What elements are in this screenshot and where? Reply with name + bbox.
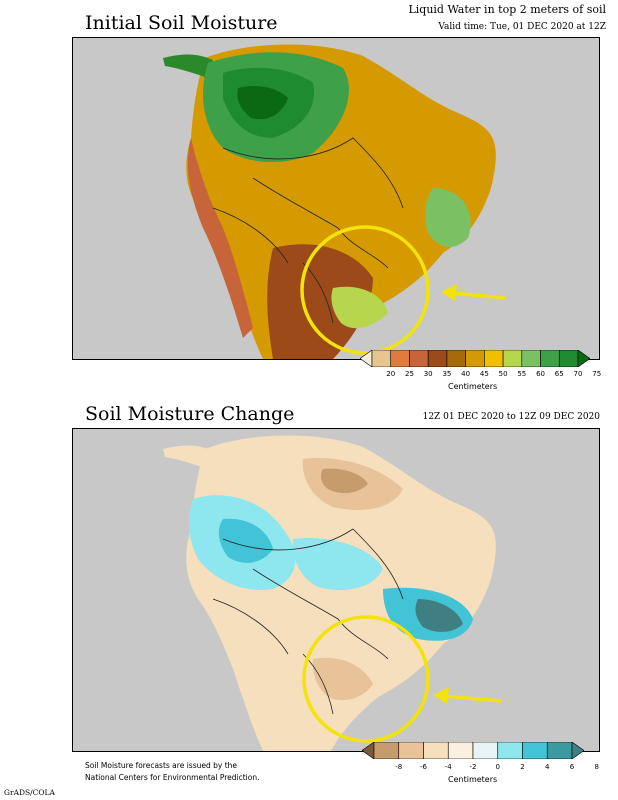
top-colorbar-tick-label: 20: [386, 370, 396, 378]
top-colorbar-tick-label: 45: [479, 370, 489, 378]
bottom-colorbar-segment: [423, 741, 449, 760]
top-panel-subtitle: Liquid Water in top 2 meters of soil: [408, 3, 606, 16]
highlight-circle: [300, 225, 430, 355]
bottom-colorbar: [361, 741, 585, 760]
central-america-landmass: [163, 54, 213, 78]
bottom-colorbar-unit: Centimeters: [448, 775, 498, 784]
forecast-note: Soil Moisture forecasts are issued by th…: [85, 760, 259, 784]
bottom-colorbar-ticks: -8 -6 -4 -2 0 2 4 6 8: [362, 763, 599, 773]
top-colorbar: [359, 349, 591, 368]
top-colorbar-segment: [521, 349, 541, 368]
top-colorbar-tick-label: 30: [423, 370, 433, 378]
forecast-note-line2: National Centers for Environmental Predi…: [85, 773, 260, 782]
bottom-colorbar-tick-label: -8: [395, 763, 403, 771]
forecast-note-line1: Soil Moisture forecasts are issued by th…: [85, 761, 237, 770]
top-colorbar-tick-label: 75: [592, 370, 602, 378]
top-colorbar-segment: [558, 349, 579, 368]
top-colorbar-unit: Centimeters: [448, 382, 498, 391]
bottom-colorbar-tick-label: -2: [469, 763, 477, 771]
top-colorbar-segment: [446, 349, 466, 368]
top-colorbar-segment: [502, 349, 523, 368]
initial-soil-moisture-map: [72, 37, 600, 360]
bottom-colorbar-segment: [497, 741, 523, 760]
bottom-colorbar-segment: [546, 741, 573, 760]
bottom-colorbar-tick-label: 6: [569, 763, 575, 771]
bottom-colorbar-segment: [522, 741, 548, 760]
bottom-panel-title: Soil Moisture Change: [85, 403, 295, 425]
bottom-colorbar-tick-label: 8: [594, 763, 599, 771]
top-colorbar-tick-label: 50: [498, 370, 508, 378]
bottom-colorbar-max-arrow: [571, 741, 585, 760]
top-panel-title: Initial Soil Moisture: [85, 12, 278, 34]
bottom-colorbar-tick-label: 2: [520, 763, 525, 771]
top-colorbar-tick-label: 25: [404, 370, 414, 378]
bottom-colorbar-segment: [373, 741, 400, 760]
top-colorbar-segment: [371, 349, 392, 368]
top-colorbar-tick-label: 70: [573, 370, 583, 378]
bottom-colorbar-min-arrow: [361, 741, 375, 760]
grads-credit: GrADS/COLA: [4, 788, 55, 797]
bottom-colorbar-tick-label: 0: [495, 763, 500, 771]
highlight-arrow: [433, 687, 502, 704]
top-colorbar-max-arrow: [577, 349, 591, 368]
bottom-colorbar-segment: [398, 741, 424, 760]
top-panel-valid-time: Valid time: Tue, 01 DEC 2020 at 12Z: [438, 22, 606, 32]
top-colorbar-tick-label: 35: [442, 370, 452, 378]
top-colorbar-segment: [409, 349, 429, 368]
bottom-colorbar-tick-label: -4: [444, 763, 452, 771]
top-colorbar-tick-label: 60: [536, 370, 545, 378]
highlight-circle: [302, 615, 430, 743]
highlight-arrow: [441, 284, 506, 301]
top-colorbar-min-arrow: [359, 349, 373, 368]
top-colorbar-segment: [540, 349, 560, 368]
soil-moisture-change-map: [72, 428, 600, 752]
top-colorbar-segment: [390, 349, 410, 368]
top-colorbar-segment: [465, 349, 485, 368]
top-colorbar-ticks: 20 25 30 35 40 45 50 55 60 65 70 75: [360, 370, 601, 380]
top-colorbar-segment: [484, 349, 504, 368]
bottom-panel-subtitle: 12Z 01 DEC 2020 to 12Z 09 DEC 2020: [422, 412, 600, 422]
top-colorbar-tick-label: 65: [554, 370, 564, 378]
bottom-colorbar-segment: [447, 741, 474, 760]
bottom-colorbar-segment: [472, 741, 499, 760]
top-colorbar-tick-label: 55: [517, 370, 527, 378]
bottom-colorbar-tick-label: -6: [420, 763, 427, 771]
bottom-colorbar-tick-label: 4: [545, 763, 550, 771]
top-colorbar-tick-label: 40: [461, 370, 471, 378]
top-colorbar-segment: [427, 349, 448, 368]
